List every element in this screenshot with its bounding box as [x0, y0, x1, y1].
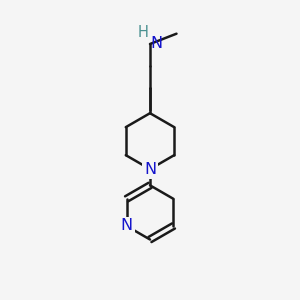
- Polygon shape: [144, 163, 156, 175]
- Text: N: N: [151, 37, 163, 52]
- Text: N: N: [121, 218, 133, 233]
- Text: H: H: [138, 26, 148, 40]
- Text: N: N: [144, 162, 156, 177]
- Polygon shape: [121, 220, 132, 232]
